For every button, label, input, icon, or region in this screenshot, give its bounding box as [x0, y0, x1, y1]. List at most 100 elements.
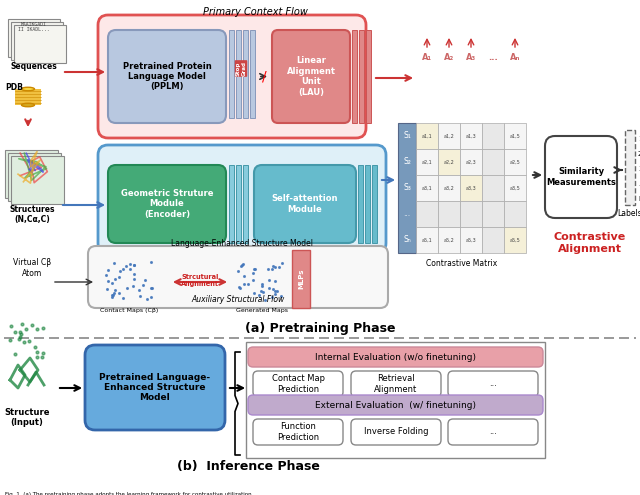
Point [108, 291, 118, 298]
Text: ...: ... [403, 209, 411, 218]
Point [272, 287, 282, 295]
Bar [482, 175, 504, 201]
Text: a5,1: a5,1 [422, 238, 433, 243]
Point [264, 284, 274, 292]
Bar [14, 25, 66, 63]
Point [114, 273, 124, 281]
Point [239, 280, 249, 288]
Point [109, 259, 119, 267]
Bar [236, 165, 241, 243]
Bar [372, 165, 377, 243]
Point [258, 288, 268, 296]
Point [264, 276, 274, 284]
Bar [482, 227, 504, 253]
Text: Virtual Cβ
Atom: Virtual Cβ Atom [13, 258, 51, 278]
FancyBboxPatch shape [248, 347, 543, 367]
Point [147, 284, 157, 292]
Bar [460, 149, 482, 175]
FancyBboxPatch shape [351, 371, 441, 397]
FancyBboxPatch shape [98, 15, 366, 138]
Text: a3,2: a3,2 [444, 186, 454, 191]
Bar [504, 201, 526, 227]
Text: ...: ... [489, 380, 497, 389]
FancyBboxPatch shape [254, 165, 356, 243]
FancyBboxPatch shape [272, 30, 350, 123]
Point [275, 292, 285, 300]
Point [263, 265, 273, 273]
Point [257, 282, 268, 290]
FancyBboxPatch shape [253, 371, 343, 397]
Text: a1,5: a1,5 [509, 134, 520, 139]
Point [114, 289, 124, 297]
Point [109, 286, 120, 294]
Point [141, 295, 152, 302]
Point [102, 285, 113, 293]
Text: /: / [262, 69, 266, 84]
Text: N: N [638, 196, 640, 202]
Bar [352, 30, 357, 123]
Point [260, 296, 270, 304]
Text: 2: 2 [638, 151, 640, 157]
Text: Structures
(N,Cα,C): Structures (N,Cα,C) [9, 205, 55, 224]
Point [129, 270, 139, 278]
Text: a3,5: a3,5 [509, 186, 520, 191]
Bar [460, 123, 482, 149]
Point [101, 271, 111, 279]
Text: ...: ... [489, 428, 497, 437]
Point [250, 265, 260, 273]
FancyBboxPatch shape [108, 165, 226, 243]
Text: a3,3: a3,3 [466, 186, 476, 191]
Bar [416, 175, 438, 201]
Text: a1,2: a1,2 [444, 134, 454, 139]
Point [118, 295, 128, 302]
Text: a2,3: a2,3 [466, 159, 476, 164]
Point [233, 267, 243, 275]
Text: External Evaluation  (w/ finetuning): External Evaluation (w/ finetuning) [315, 400, 476, 409]
Point [110, 275, 120, 283]
Point [276, 259, 287, 267]
Text: (a) Pretraining Phase: (a) Pretraining Phase [244, 322, 396, 335]
Bar [416, 201, 438, 227]
Text: ...: ... [638, 181, 640, 187]
Text: Primary Context Flow: Primary Context Flow [203, 7, 307, 17]
Point [109, 289, 119, 297]
Text: Similarity
Measurements: Similarity Measurements [546, 167, 616, 187]
Bar [229, 165, 234, 243]
Point [239, 272, 249, 280]
Bar [11, 22, 63, 60]
Text: (b)  Inference Phase: (b) Inference Phase [177, 460, 319, 473]
Text: Geometric Struture
Module
(Encoder): Geometric Struture Module (Encoder) [121, 189, 213, 219]
Bar [250, 30, 255, 118]
Point [128, 283, 138, 291]
FancyBboxPatch shape [88, 246, 388, 308]
Point [129, 261, 140, 269]
Bar [625, 130, 635, 205]
Text: S₃: S₃ [403, 184, 411, 193]
Text: a1,1: a1,1 [422, 134, 433, 139]
Bar [292, 250, 310, 308]
FancyBboxPatch shape [253, 419, 343, 445]
Bar [398, 123, 416, 253]
Bar [438, 201, 460, 227]
Point [249, 289, 259, 297]
Bar [504, 227, 526, 253]
Text: Sequences: Sequences [11, 62, 58, 71]
Text: Function
Prediction: Function Prediction [277, 422, 319, 442]
Point [125, 260, 135, 268]
Point [120, 262, 131, 270]
Point [145, 285, 156, 293]
Point [129, 275, 140, 283]
Point [257, 280, 267, 288]
Point [140, 276, 150, 284]
Point [234, 284, 244, 292]
Point [135, 293, 145, 300]
Point [125, 264, 135, 272]
Point [248, 269, 258, 277]
Point [270, 277, 280, 285]
Text: Internal Evaluation (w/o finetuning): Internal Evaluation (w/o finetuning) [315, 352, 476, 361]
Text: Structure
(Input): Structure (Input) [4, 408, 50, 427]
Text: Retrieval
Alignment: Retrieval Alignment [374, 374, 418, 394]
Point [270, 287, 280, 295]
Bar [15, 89, 41, 105]
Bar [236, 30, 241, 118]
